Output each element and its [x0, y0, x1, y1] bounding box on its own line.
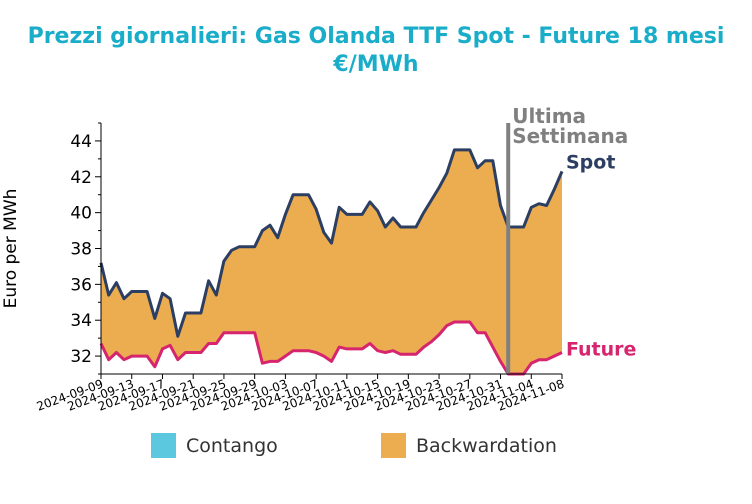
y-tick-label: 32 [70, 347, 92, 367]
legend-swatch-backwardation [381, 433, 406, 458]
y-axis-title: Euro per MWh [1, 189, 21, 309]
annotation-label-line2: Settimana [512, 124, 628, 148]
series-label-layer: Spot Future [566, 151, 636, 360]
chart-title-line2: €/MWh [333, 52, 419, 77]
y-tick-label: 36 [70, 275, 92, 295]
y-tick-label: 44 [70, 132, 92, 152]
y-tick-label: 34 [70, 311, 92, 331]
legend-label-backwardation: Backwardation [416, 435, 557, 457]
y-tick-label: 42 [70, 168, 92, 188]
legend-swatch-contango [151, 433, 176, 458]
y-tick-label: 40 [70, 204, 92, 224]
y-tick-label: 38 [70, 240, 92, 260]
chart-title-line1: Prezzi giornalieri: Gas Olanda TTF Spot … [27, 24, 725, 49]
line-layer [99, 148, 564, 376]
series-line-future [99, 320, 563, 376]
series-label-spot: Spot [566, 151, 615, 173]
legend-label-contango: Contango [186, 435, 278, 457]
series-label-future: Future [566, 338, 636, 360]
fill-layer [101, 149, 562, 374]
backwardation-area [101, 149, 562, 374]
series-line-spot [99, 148, 564, 338]
legend: Contango Backwardation [151, 433, 557, 458]
annotation-label-line1: Ultima [512, 104, 586, 128]
